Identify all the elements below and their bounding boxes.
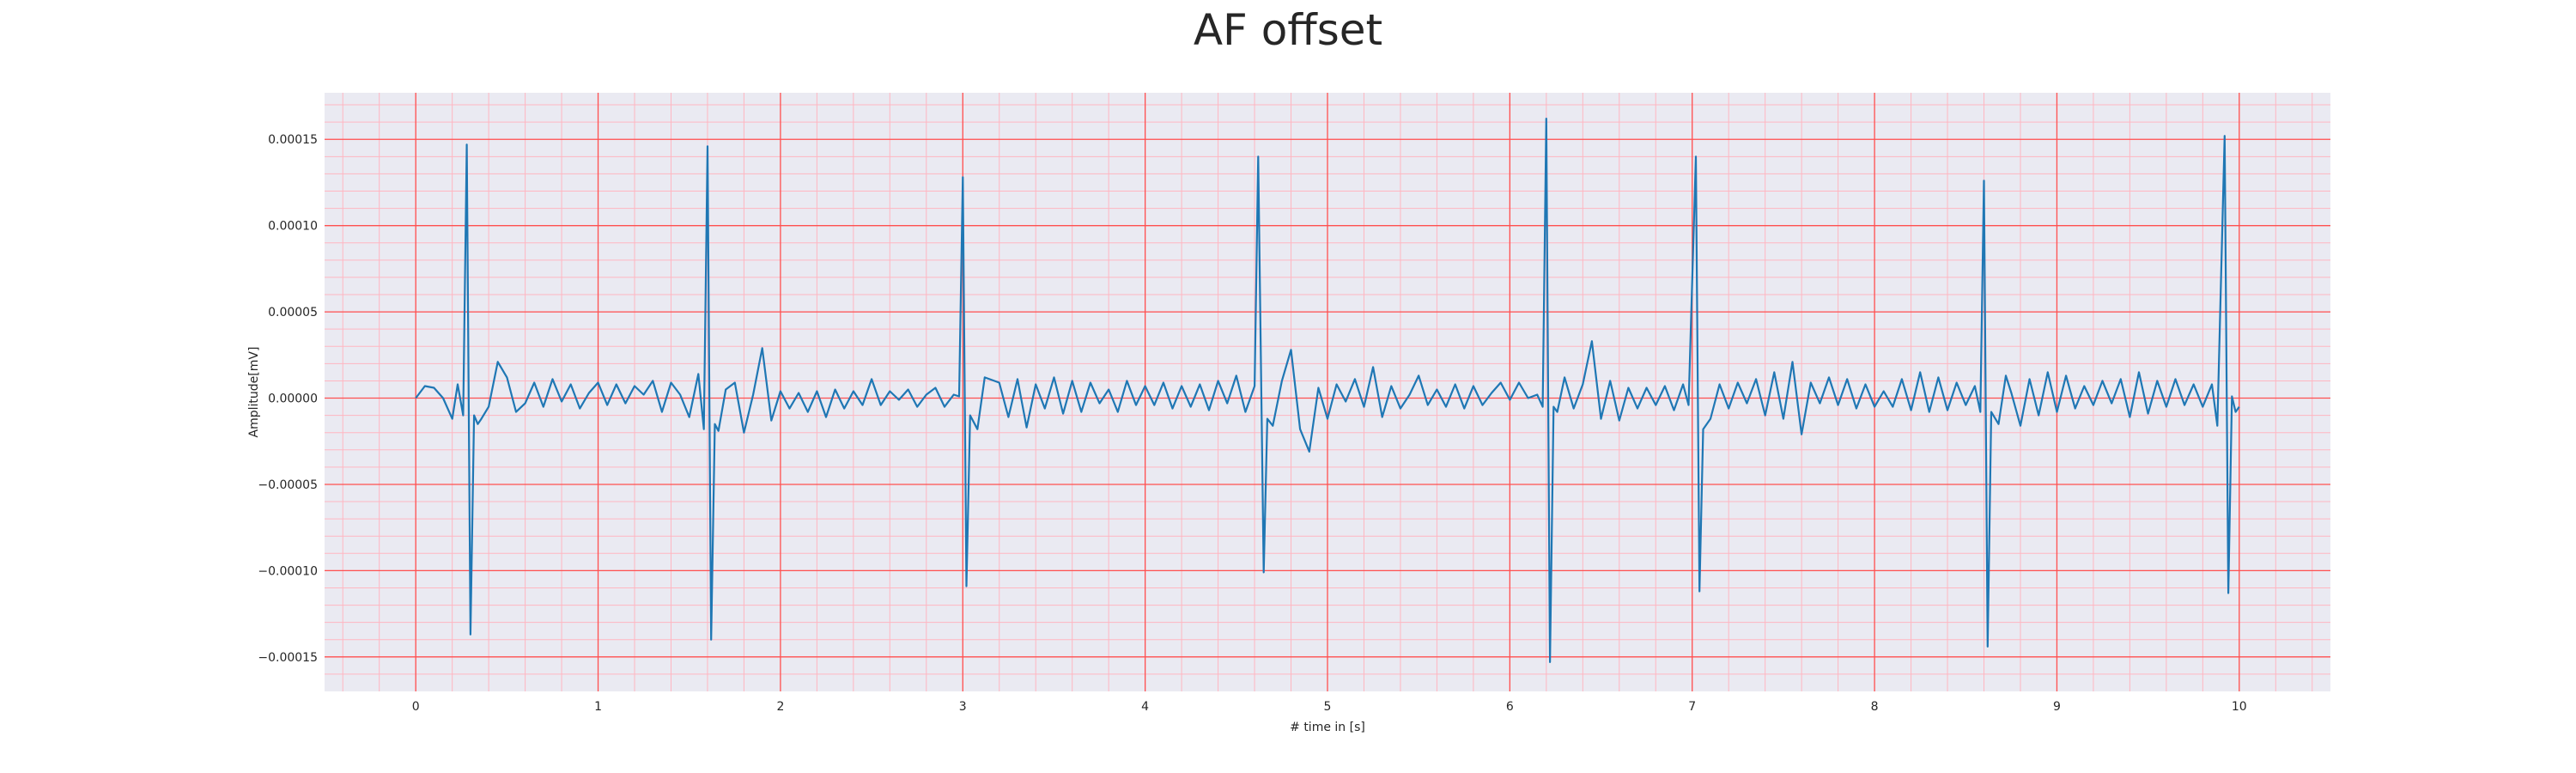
y-tick-label: 0.00010 [268,220,318,234]
x-tick-label: 6 [1506,700,1514,714]
x-tick-label: 2 [776,700,784,714]
x-tick-label: 9 [2053,700,2061,714]
x-tick-label: 5 [1324,700,1332,714]
chart-title: AF offset [1193,5,1383,55]
x-tick-label: 1 [594,700,602,714]
y-axis-label: Amplitude[mV] [247,347,261,438]
x-tick-label: 4 [1141,700,1149,714]
y-tick-label: −0.00005 [258,478,318,492]
major-grid [325,93,2330,691]
x-tick-label: 3 [959,700,967,714]
y-tick-label: 0.00005 [268,306,318,320]
x-tick-label: 10 [2232,700,2247,714]
y-tick-label: −0.00010 [258,564,318,578]
x-tick-label: 0 [412,700,420,714]
x-axis-label: # time in [s] [1290,721,1365,734]
x-tick-label: 7 [1688,700,1696,714]
y-tick-labels: 0.00015 0.00010 0.00005 0.00000 −0.00005 −0.0… [258,133,318,665]
x-tick-label: 8 [1871,700,1879,714]
x-tick-labels: 0 1 2 3 4 5 6 7 8 9 10 [412,700,2247,714]
series-line-ecg [415,118,2240,663]
y-tick-label: 0.00015 [268,133,318,147]
y-tick-label: 0.00000 [268,393,318,406]
y-tick-label: −0.00015 [258,651,318,665]
